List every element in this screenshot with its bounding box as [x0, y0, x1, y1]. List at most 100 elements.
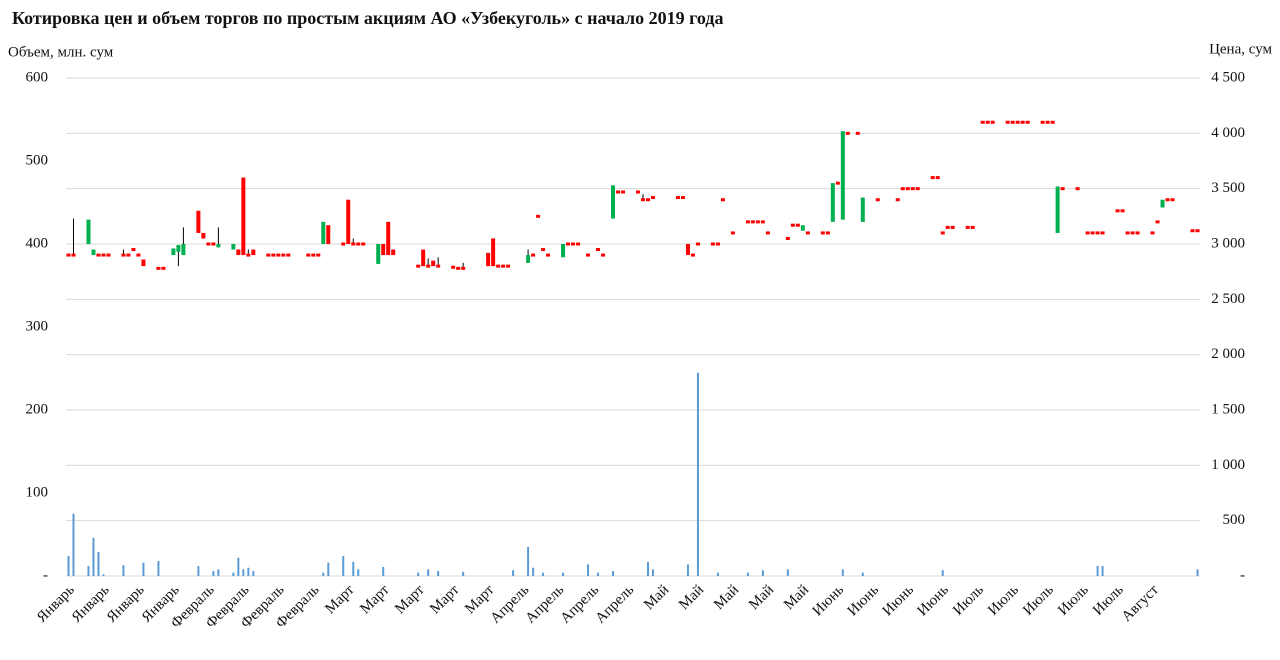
- volume-bar: [746, 572, 749, 576]
- x-tick-label: Январь: [69, 582, 113, 626]
- candle-body: [915, 187, 920, 191]
- candle-body: [236, 249, 241, 256]
- candle-body: [566, 242, 571, 246]
- candle-body: [970, 225, 975, 229]
- candle-body: [930, 176, 935, 180]
- candle-body: [211, 242, 216, 246]
- candle-body: [241, 177, 246, 256]
- candle-body: [760, 220, 765, 224]
- candle-body: [1045, 120, 1050, 124]
- x-tick-label: Май: [641, 582, 672, 613]
- candle-body: [386, 221, 391, 256]
- candle-body: [271, 253, 276, 257]
- volume-bar: [861, 572, 864, 576]
- candle-body: [1170, 198, 1175, 202]
- candle-body: [456, 266, 461, 270]
- y-tick-label: 400: [26, 235, 49, 251]
- candle-body: [900, 187, 905, 191]
- candle-body: [680, 196, 685, 200]
- y2-tick-label: -: [1240, 567, 1245, 583]
- candle-body: [316, 253, 321, 257]
- candle-body: [1195, 229, 1200, 233]
- volume-bar: [217, 569, 220, 576]
- volume-bar: [142, 562, 145, 576]
- volume-bar: [357, 569, 360, 576]
- candle-body: [1155, 220, 1160, 224]
- x-tick-label: Июль: [950, 582, 987, 619]
- volume-bar: [587, 564, 590, 576]
- candle-body: [276, 253, 281, 257]
- candle-body: [895, 198, 900, 202]
- candle-body: [326, 225, 331, 244]
- volume-bar: [322, 572, 325, 576]
- candle-body: [616, 190, 621, 194]
- y2-tick-label: 2 000: [1211, 346, 1245, 362]
- candle-body: [745, 220, 750, 224]
- volume-bar: [462, 571, 465, 576]
- x-tick-label: Январь: [104, 582, 148, 626]
- candle-body: [461, 266, 466, 270]
- candle-body: [765, 231, 770, 235]
- candle-body: [321, 221, 326, 244]
- candle-body: [126, 253, 131, 257]
- candle-body: [141, 259, 146, 267]
- candle-body: [1025, 120, 1030, 124]
- volume-bar: [92, 537, 95, 576]
- y2-tick-label: 3 500: [1211, 180, 1245, 196]
- candle-body: [546, 253, 551, 257]
- volume-bar: [72, 513, 75, 576]
- volume-bar: [841, 569, 844, 576]
- candle-body: [611, 185, 616, 219]
- candle-body: [720, 198, 725, 202]
- candle-body: [800, 225, 805, 231]
- candle-body: [1190, 229, 1195, 233]
- x-tick-label: Март: [392, 582, 428, 618]
- candle-body: [1020, 120, 1025, 124]
- chart-title: Котировка цен и объем торгов по простым …: [12, 8, 723, 28]
- candle-body: [690, 253, 695, 257]
- candle-body: [730, 231, 735, 235]
- volume-bar: [342, 556, 345, 576]
- candle-body: [576, 242, 581, 246]
- candle-body: [526, 255, 531, 263]
- candle-body: [621, 190, 626, 194]
- y2-tick-label: 3 000: [1211, 235, 1245, 251]
- candle-body: [855, 131, 860, 135]
- candle-body: [181, 244, 186, 256]
- y-tick-label: 500: [26, 152, 49, 168]
- candle-body: [1005, 120, 1010, 124]
- candle-body: [106, 253, 111, 257]
- volume-bar: [1096, 566, 1099, 576]
- candle-body: [640, 198, 645, 202]
- candle-body: [1100, 231, 1105, 235]
- volume-bar: [247, 567, 250, 576]
- candle-body: [1060, 187, 1065, 191]
- candle-body: [750, 220, 755, 224]
- candle-body: [1115, 209, 1120, 213]
- volume-bar: [527, 546, 530, 576]
- candle-body: [940, 231, 945, 235]
- candle-body: [161, 266, 166, 270]
- volume-bar: [122, 565, 125, 576]
- volume-bar: [612, 571, 615, 576]
- candle-body: [715, 242, 720, 246]
- candle-body: [391, 249, 396, 256]
- volume-bar: [67, 556, 70, 576]
- volume-bar: [242, 569, 245, 576]
- candle-body: [451, 265, 456, 269]
- candle-body: [935, 176, 940, 180]
- y-tick-label: 200: [26, 401, 49, 417]
- volume-bar: [237, 557, 240, 576]
- candle-body: [311, 253, 316, 257]
- candle-body: [825, 231, 830, 235]
- x-tick-label: Июль: [1020, 582, 1057, 619]
- y-axis-title: Объем, млн. сум: [8, 44, 114, 60]
- candle-body: [755, 220, 760, 224]
- candle-body: [356, 242, 361, 246]
- volume-bar: [102, 574, 105, 576]
- volume-bar: [512, 570, 515, 576]
- x-tick-label: Май: [746, 582, 777, 613]
- candle-body: [1075, 187, 1080, 191]
- volume-bar: [352, 561, 355, 576]
- candle-body: [136, 253, 141, 257]
